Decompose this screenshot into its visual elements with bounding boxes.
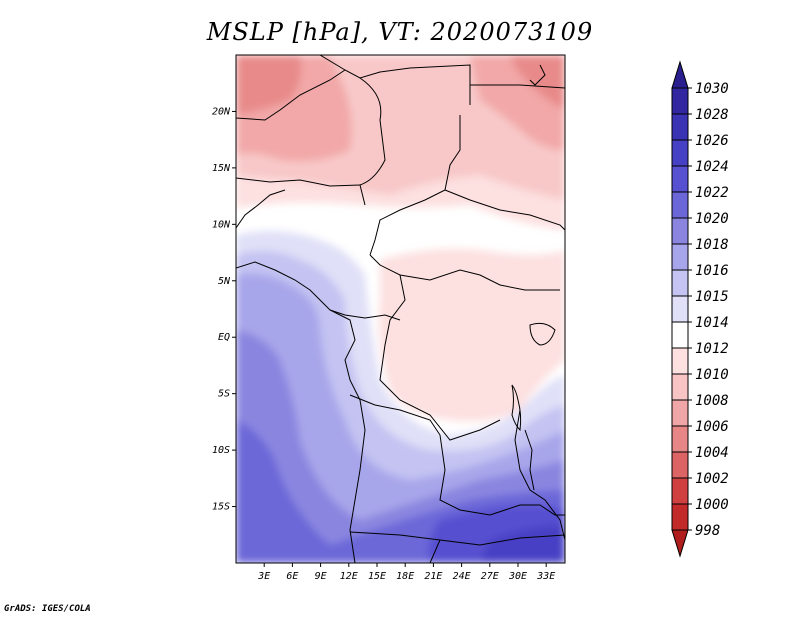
colorbar-label: 1012 (695, 341, 729, 357)
colorbar-segment (671, 269, 689, 297)
colorbar-segment (671, 191, 689, 219)
colorbar-label: 1020 (695, 211, 729, 227)
colorbar-label: 1018 (695, 237, 729, 253)
grads-credit: GrADS: IGES/COLA (4, 604, 91, 614)
colorbar-segment (671, 451, 689, 479)
lon-tick-label: 27E (481, 571, 499, 582)
lon-tick-label: 12E (340, 571, 358, 582)
lat-tick-label: 15S (212, 502, 230, 513)
colorbar-segment (671, 87, 689, 115)
colorbar-bottom-triangle (671, 529, 689, 558)
colorbar-segment (671, 243, 689, 271)
colorbar-segment (671, 165, 689, 193)
lat-tick-label: EQ (218, 332, 230, 343)
colorbar-label: 1002 (695, 471, 729, 487)
country-borders (236, 55, 565, 563)
colorbar-label: 1026 (695, 133, 729, 149)
lat-tick-label: 15N (212, 163, 231, 174)
colorbar-label: 1016 (695, 263, 729, 279)
map-title: MSLP [hPa], VT: 2020073109 (206, 18, 594, 46)
colorbar-label: 1024 (695, 159, 729, 175)
colorbar-segment (671, 477, 689, 505)
lon-tick-label: 3E (257, 571, 270, 582)
colorbar-label: 1014 (695, 315, 729, 331)
colorbar-label: 1006 (695, 419, 729, 435)
lat-tick-label: 20N (212, 106, 231, 117)
lon-tick-label: 33E (536, 571, 555, 582)
colorbar-label: 1030 (695, 81, 729, 97)
colorbar-label: 1000 (695, 497, 729, 513)
colorbar-label: 1010 (695, 367, 729, 383)
lat-tick-label: 5S (218, 389, 230, 400)
latitude-axis: 20N 15N 10N 5N EQ 5S 10S 15S (212, 106, 236, 513)
colorbar-label: 1028 (695, 107, 729, 123)
lon-tick-label: 30E (508, 571, 527, 582)
colorbar-label: 1004 (695, 445, 729, 461)
colorbar-segment (671, 399, 689, 427)
lon-tick-label: 18E (396, 571, 414, 582)
pressure-field (236, 55, 565, 563)
colorbar-segment (671, 295, 689, 323)
lon-tick-label: 6E (286, 571, 298, 582)
colorbar: 1030 1028 1026 1024 1022 1020 1018 1016 1015 1014… (671, 60, 729, 558)
map-frame (235, 54, 566, 564)
colorbar-label: 998 (695, 523, 720, 539)
colorbar-label: 1022 (695, 185, 729, 201)
lon-tick-label: 21E (424, 571, 442, 582)
colorbar-segment (671, 321, 689, 349)
colorbar-segment (671, 217, 689, 245)
colorbar-segment (671, 113, 689, 141)
colorbar-segment (671, 425, 689, 453)
longitude-axis: 3E 6E 9E 12E 15E 18E 21E 24E 27E 30E 33E (257, 563, 555, 582)
colorbar-top-triangle (671, 60, 689, 89)
colorbar-segment (671, 347, 689, 375)
lon-tick-label: 24E (453, 571, 471, 582)
colorbar-segment (671, 503, 689, 531)
lat-tick-label: 10S (212, 445, 230, 456)
lat-tick-label: 5N (218, 276, 231, 287)
lon-tick-label: 9E (315, 571, 327, 582)
colorbar-segment (671, 139, 689, 167)
colorbar-label: 1008 (695, 393, 729, 409)
colorbar-label: 1015 (695, 289, 729, 305)
colorbar-segment (671, 373, 689, 401)
lat-tick-label: 10N (212, 219, 231, 230)
lon-tick-label: 15E (368, 571, 386, 582)
